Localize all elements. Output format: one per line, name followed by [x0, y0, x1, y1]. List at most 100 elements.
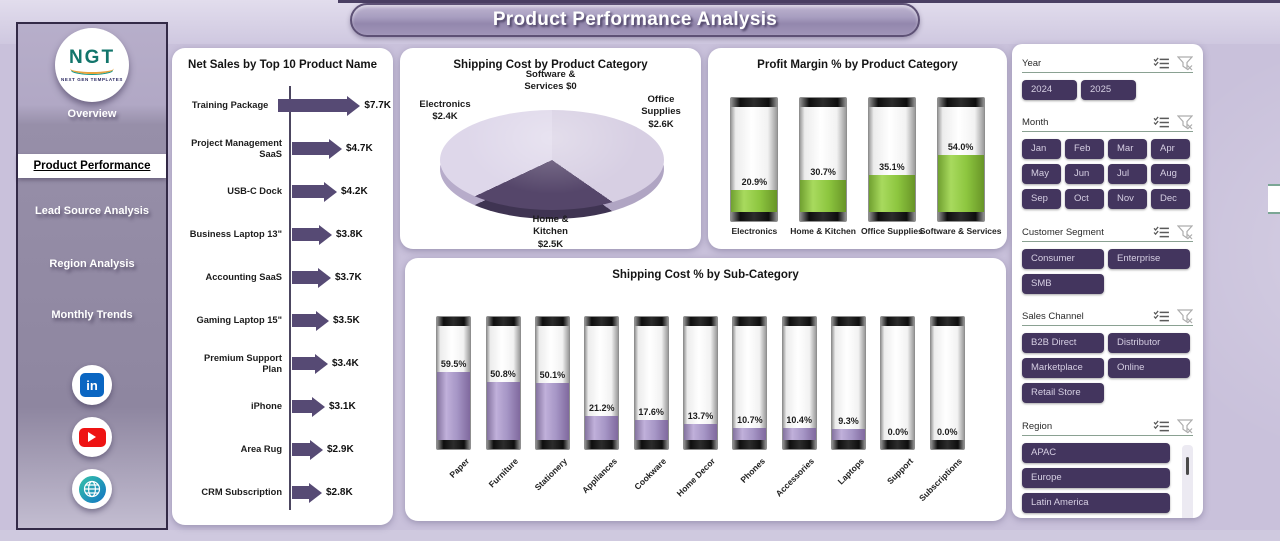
region-scrollbar-thumb[interactable]: [1186, 457, 1189, 475]
data-label: 20.9%: [741, 177, 768, 187]
filter-option-retail-store[interactable]: Retail Store: [1022, 383, 1104, 403]
value-label: $4.7K: [346, 143, 373, 154]
filter-option-enterprise[interactable]: Enterprise: [1108, 249, 1190, 269]
bar-fill: [437, 372, 471, 440]
battery-bar[interactable]: 9.3%: [831, 316, 867, 450]
bar-arrow[interactable]: [292, 181, 337, 202]
filter-option-2024[interactable]: 2024: [1022, 80, 1077, 100]
category-label: Training Package: [191, 100, 269, 111]
filter-option-apr[interactable]: Apr: [1151, 139, 1190, 159]
clear-filter-icon[interactable]: [1177, 224, 1193, 240]
youtube-icon[interactable]: [72, 417, 112, 457]
battery-bar[interactable]: 50.8%: [485, 316, 521, 450]
filter-option-jan[interactable]: Jan: [1022, 139, 1061, 159]
battery-bar[interactable]: 59.5%: [436, 316, 472, 450]
battery-bar[interactable]: 20.9%: [730, 97, 779, 222]
category-label: Gaming Laptop 15": [196, 315, 282, 326]
bar-arrow[interactable]: [292, 439, 323, 460]
linkedin-glyph: in: [80, 373, 104, 397]
value-label: $4.2K: [341, 186, 368, 197]
bar-arrow[interactable]: [292, 396, 325, 417]
logo-swoosh-icon: [70, 63, 114, 74]
bar-arrow[interactable]: [292, 353, 328, 374]
clear-filter-icon[interactable]: [1177, 418, 1193, 434]
filter-option-oct[interactable]: Oct: [1065, 189, 1104, 209]
filter-option-may[interactable]: May: [1022, 164, 1061, 184]
right-edge-tab[interactable]: [1268, 184, 1280, 214]
battery-bar[interactable]: 21.2%: [584, 316, 620, 450]
bar-column: 50.8% Furniture: [478, 316, 527, 489]
battery-bar[interactable]: 17.6%: [633, 316, 669, 450]
bar-column: 20.9% Electronics: [720, 97, 789, 236]
battery-bar[interactable]: 10.7%: [732, 316, 768, 450]
filter-option-marketplace[interactable]: Marketplace: [1022, 358, 1104, 378]
filter-option-feb[interactable]: Feb: [1065, 139, 1104, 159]
subcategory-chart: 59.5% Paper 50.8% Furniture 50.1% Stationery 2…: [429, 316, 972, 503]
bar-column: 17.6% Cookware: [626, 316, 675, 492]
sidebar-item-lead-source-analysis[interactable]: Lead Source Analysis: [35, 205, 149, 217]
slicer-header: Sales Channel: [1022, 307, 1193, 326]
sidebar-item-overview[interactable]: Overview: [67, 108, 117, 120]
slicer-title: Sales Channel: [1022, 310, 1084, 322]
filter-option-b2b-direct[interactable]: B2B Direct: [1022, 333, 1104, 353]
battery-bar[interactable]: 0.0%: [880, 316, 916, 450]
linkedin-icon[interactable]: in: [72, 365, 112, 405]
filter-option-online[interactable]: Online: [1108, 358, 1190, 378]
data-label: 59.5%: [440, 359, 467, 369]
chart-title-subcategory: Shipping Cost % by Sub-Category: [612, 269, 799, 281]
bar-row: Business Laptop 13" $3.8K: [182, 213, 391, 256]
select-all-icon[interactable]: [1153, 226, 1170, 239]
globe-icon[interactable]: [72, 469, 112, 509]
filter-option-jun[interactable]: Jun: [1065, 164, 1104, 184]
battery-bar[interactable]: 0.0%: [929, 316, 965, 450]
battery-bar[interactable]: 10.4%: [781, 316, 817, 450]
filter-option-latin-america[interactable]: Latin America: [1022, 493, 1170, 513]
clear-filter-icon[interactable]: [1177, 114, 1193, 130]
filter-option-sep[interactable]: Sep: [1022, 189, 1061, 209]
background-bottom-band: [0, 530, 1280, 541]
globe-glyph: [78, 475, 106, 503]
filter-option-consumer[interactable]: Consumer: [1022, 249, 1104, 269]
pie-label-home-kitchen: Home & Kitchen $2.5K: [532, 214, 569, 249]
select-all-icon[interactable]: [1153, 116, 1170, 129]
profit-margin-chart: 20.9% Electronics 30.7% Home & Kitchen 35.1%…: [720, 97, 1001, 236]
battery-bar[interactable]: 54.0%: [936, 97, 985, 222]
pie-label-software-services: Software & Services $0: [524, 69, 577, 93]
bar-arrow[interactable]: [278, 95, 361, 116]
filter-option-aug[interactable]: Aug: [1151, 164, 1190, 184]
shipping-cost-pie-card: Shipping Cost by Product Category Softwa…: [400, 48, 701, 249]
bar-fill: [782, 428, 816, 440]
filter-option-mar[interactable]: Mar: [1108, 139, 1147, 159]
bar-arrow[interactable]: [292, 138, 342, 159]
filter-option-distributor[interactable]: Distributor: [1108, 333, 1190, 353]
filter-option-apac[interactable]: APAC: [1022, 443, 1170, 463]
filter-option-europe[interactable]: Europe: [1022, 468, 1170, 488]
select-all-icon[interactable]: [1153, 310, 1170, 323]
clear-filter-icon[interactable]: [1177, 55, 1193, 71]
bar-arrow[interactable]: [292, 310, 329, 331]
pie-chart[interactable]: [440, 110, 664, 210]
category-label: iPhone: [251, 401, 282, 412]
youtube-glyph: [78, 427, 106, 447]
battery-bar[interactable]: 13.7%: [682, 316, 718, 450]
bar-fill: [832, 429, 866, 440]
filter-option-2025[interactable]: 2025: [1081, 80, 1136, 100]
sidebar-item-monthly-trends[interactable]: Monthly Trends: [51, 309, 133, 321]
select-all-icon[interactable]: [1153, 57, 1170, 70]
bar-arrow[interactable]: [292, 267, 331, 288]
clear-filter-icon[interactable]: [1177, 308, 1193, 324]
sidebar-item-region-analysis[interactable]: Region Analysis: [49, 258, 135, 270]
filter-option-jul[interactable]: Jul: [1108, 164, 1147, 184]
region-scrollbar-track[interactable]: [1182, 445, 1193, 518]
battery-bar[interactable]: 30.7%: [799, 97, 848, 222]
bar-arrow[interactable]: [292, 224, 332, 245]
filter-option-smb[interactable]: SMB: [1022, 274, 1104, 294]
bar-arrow[interactable]: [292, 482, 322, 503]
profit-margin-chart-card: Profit Margin % by Product Category 20.9…: [708, 48, 1007, 249]
filter-option-nov[interactable]: Nov: [1108, 189, 1147, 209]
select-all-icon[interactable]: [1153, 420, 1170, 433]
battery-bar[interactable]: 35.1%: [867, 97, 916, 222]
filter-option-dec[interactable]: Dec: [1151, 189, 1190, 209]
sidebar-item-product-performance[interactable]: Product Performance: [18, 154, 166, 178]
battery-bar[interactable]: 50.1%: [534, 316, 570, 450]
